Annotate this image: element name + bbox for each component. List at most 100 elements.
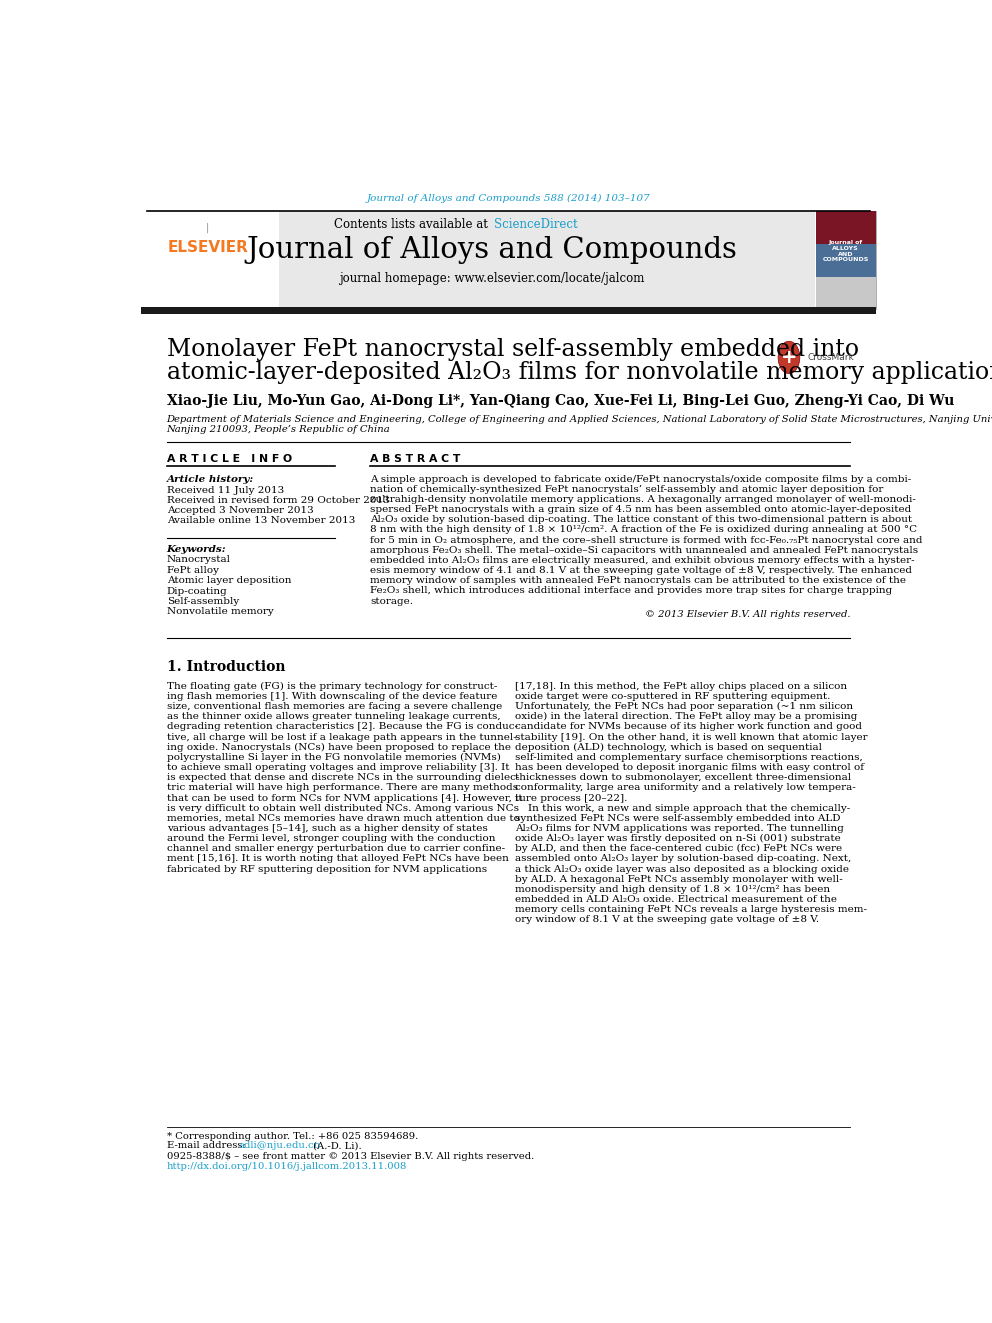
Text: monodispersity and high density of 1.8 × 10¹²/cm² has been: monodispersity and high density of 1.8 ×… — [516, 885, 830, 894]
Text: Journal of Alloys and Compounds 588 (2014) 103–107: Journal of Alloys and Compounds 588 (201… — [366, 194, 651, 204]
Text: polycrystalline Si layer in the FG nonvolatile memories (NVMs): polycrystalline Si layer in the FG nonvo… — [167, 753, 501, 762]
Text: Article history:: Article history: — [167, 475, 254, 484]
Text: memory window of samples with annealed FePt nanocrystals can be attributed to th: memory window of samples with annealed F… — [370, 577, 907, 585]
Bar — [816, 212, 876, 245]
Text: A R T I C L E   I N F O: A R T I C L E I N F O — [167, 454, 292, 464]
Text: conformality, large area uniformity and a relatively low tempera-: conformality, large area uniformity and … — [516, 783, 856, 792]
Text: channel and smaller energy perturbation due to carrier confine-: channel and smaller energy perturbation … — [167, 844, 505, 853]
Text: embedded in ALD Al₂O₃ oxide. Electrical measurement of the: embedded in ALD Al₂O₃ oxide. Electrical … — [516, 896, 837, 904]
Text: ture process [20–22].: ture process [20–22]. — [516, 794, 628, 803]
Text: memories, metal NCs memories have drawn much attention due to: memories, metal NCs memories have drawn … — [167, 814, 520, 823]
Text: http://dx.doi.org/10.1016/j.jallcom.2013.11.008: http://dx.doi.org/10.1016/j.jallcom.2013… — [167, 1162, 407, 1171]
Text: has been developed to deposit inorganic films with easy control of: has been developed to deposit inorganic … — [516, 763, 864, 773]
Text: A B S T R A C T: A B S T R A C T — [370, 454, 461, 464]
Text: In this work, a new and simple approach that the chemically-: In this work, a new and simple approach … — [516, 803, 850, 812]
Text: for 5 min in O₂ atmosphere, and the core–shell structure is formed with fcc-Fe₀.: for 5 min in O₂ atmosphere, and the core… — [370, 536, 923, 545]
Bar — [141, 307, 876, 315]
Text: Nanjing 210093, People’s Republic of China: Nanjing 210093, People’s Republic of Chi… — [167, 425, 391, 434]
Bar — [141, 212, 815, 308]
Bar — [816, 245, 876, 277]
Text: zultrahigh-density nonvolatile memory applications. A hexagonally arranged monol: zultrahigh-density nonvolatile memory ap… — [370, 495, 917, 504]
Text: Available online 13 November 2013: Available online 13 November 2013 — [167, 516, 355, 525]
Text: by ALD, and then the face-centered cubic (fcc) FePt NCs were: by ALD, and then the face-centered cubic… — [516, 844, 842, 853]
Bar — [816, 212, 876, 308]
Text: to achieve small operating voltages and improve reliability [3]. It: to achieve small operating voltages and … — [167, 763, 509, 773]
Text: oxide) in the lateral direction. The FePt alloy may be a promising: oxide) in the lateral direction. The FeP… — [516, 712, 858, 721]
Text: is expected that dense and discrete NCs in the surrounding dielec-: is expected that dense and discrete NCs … — [167, 773, 519, 782]
Text: Al₂O₃ oxide by solution-based dip-coating. The lattice constant of this two-dime: Al₂O₃ oxide by solution-based dip-coatin… — [370, 515, 913, 524]
Text: adli@nju.edu.cn: adli@nju.edu.cn — [239, 1142, 320, 1151]
Text: Unfortunately, the FePt NCs had poor separation (~1 nm silicon: Unfortunately, the FePt NCs had poor sep… — [516, 703, 853, 710]
Text: thicknesses down to submonolayer, excellent three-dimensional: thicknesses down to submonolayer, excell… — [516, 773, 851, 782]
Text: spersed FePt nanocrystals with a grain size of 4.5 nm has been assembled onto at: spersed FePt nanocrystals with a grain s… — [370, 505, 912, 515]
Text: Monolayer FePt nanocrystal self-assembly embedded into: Monolayer FePt nanocrystal self-assembly… — [167, 339, 859, 361]
Text: Journal of Alloys and Compounds: Journal of Alloys and Compounds — [247, 235, 738, 263]
Text: 8 nm with the high density of 1.8 × 10¹²/cm². A fraction of the Fe is oxidized d: 8 nm with the high density of 1.8 × 10¹²… — [370, 525, 918, 534]
Text: [17,18]. In this method, the FePt alloy chips placed on a silicon: [17,18]. In this method, the FePt alloy … — [516, 681, 847, 691]
Text: * Corresponding author. Tel.: +86 025 83594689.: * Corresponding author. Tel.: +86 025 83… — [167, 1132, 418, 1142]
Text: journal homepage: www.elsevier.com/locate/jalcom: journal homepage: www.elsevier.com/locat… — [339, 271, 645, 284]
Text: Self-assembly: Self-assembly — [167, 597, 239, 606]
Text: Xiao-Jie Liu, Mo-Yun Gao, Ai-Dong Li*, Yan-Qiang Cao, Xue-Fei Li, Bing-Lei Guo, : Xiao-Jie Liu, Mo-Yun Gao, Ai-Dong Li*, Y… — [167, 393, 954, 407]
Text: various advantages [5–14], such as a higher density of states: various advantages [5–14], such as a hig… — [167, 824, 487, 833]
Text: Journal of
ALLOYS
AND
COMPOUNDS: Journal of ALLOYS AND COMPOUNDS — [822, 239, 869, 262]
Text: storage.: storage. — [370, 597, 414, 606]
Text: Fe₂O₃ shell, which introduces additional interface and provides more trap sites : Fe₂O₃ shell, which introduces additional… — [370, 586, 893, 595]
Text: atomic-layer-deposited Al₂O₃ films for nonvolatile memory applications: atomic-layer-deposited Al₂O₃ films for n… — [167, 361, 992, 384]
Text: esis memory window of 4.1 and 8.1 V at the sweeping gate voltage of ±8 V, respec: esis memory window of 4.1 and 8.1 V at t… — [370, 566, 913, 576]
Text: 1. Introduction: 1. Introduction — [167, 660, 285, 673]
Text: Contents lists available at: Contents lists available at — [334, 218, 492, 230]
Text: Nanocrystal: Nanocrystal — [167, 556, 230, 565]
Text: Received 11 July 2013: Received 11 July 2013 — [167, 486, 284, 495]
Text: is very difficult to obtain well distributed NCs. Among various NCs: is very difficult to obtain well distrib… — [167, 803, 519, 812]
Text: deposition (ALD) technology, which is based on sequential: deposition (ALD) technology, which is ba… — [516, 742, 822, 751]
Text: degrading retention characteristics [2]. Because the FG is conduc-: degrading retention characteristics [2].… — [167, 722, 518, 732]
Text: nation of chemically-synthesized FePt nanocrystals’ self-assembly and atomic lay: nation of chemically-synthesized FePt na… — [370, 484, 884, 493]
Text: Dip-coating: Dip-coating — [167, 586, 227, 595]
Text: size, conventional flash memories are facing a severe challenge: size, conventional flash memories are fa… — [167, 703, 502, 710]
Text: tric material will have high performance. There are many methods: tric material will have high performance… — [167, 783, 518, 792]
Bar — [141, 212, 279, 308]
Text: ment [15,16]. It is worth noting that alloyed FePt NCs have been: ment [15,16]. It is worth noting that al… — [167, 855, 509, 864]
Text: embedded into Al₂O₃ films are electrically measured, and exhibit obvious memory : embedded into Al₂O₃ films are electrical… — [370, 556, 915, 565]
Text: synthesized FePt NCs were self-assembly embedded into ALD: synthesized FePt NCs were self-assembly … — [516, 814, 841, 823]
Text: E-mail address:: E-mail address: — [167, 1142, 249, 1151]
Text: ing oxide. Nanocrystals (NCs) have been proposed to replace the: ing oxide. Nanocrystals (NCs) have been … — [167, 742, 511, 751]
Text: candidate for NVMs because of its higher work function and good: candidate for NVMs because of its higher… — [516, 722, 862, 732]
Text: ing flash memories [1]. With downscaling of the device feature: ing flash memories [1]. With downscaling… — [167, 692, 497, 701]
Text: The floating gate (FG) is the primary technology for construct-: The floating gate (FG) is the primary te… — [167, 681, 497, 691]
Text: Keywords:: Keywords: — [167, 545, 226, 553]
Text: © 2013 Elsevier B.V. All rights reserved.: © 2013 Elsevier B.V. All rights reserved… — [645, 610, 850, 619]
Text: Department of Materials Science and Engineering, College of Engineering and Appl: Department of Materials Science and Engi… — [167, 414, 992, 423]
Ellipse shape — [778, 341, 800, 373]
Text: Atomic layer deposition: Atomic layer deposition — [167, 577, 291, 585]
Text: CrossMark: CrossMark — [807, 353, 854, 363]
Text: A simple approach is developed to fabricate oxide/FePt nanocrystals/oxide compos: A simple approach is developed to fabric… — [370, 475, 912, 484]
Text: that can be used to form NCs for NVM applications [4]. However, it: that can be used to form NCs for NVM app… — [167, 794, 522, 803]
Text: FePt alloy: FePt alloy — [167, 566, 218, 574]
Text: (A.-D. Li).: (A.-D. Li). — [310, 1142, 362, 1151]
Text: amorphous Fe₂O₃ shell. The metal–oxide–Si capacitors with unannealed and anneale: amorphous Fe₂O₃ shell. The metal–oxide–S… — [370, 545, 919, 554]
Text: ory window of 8.1 V at the sweeping gate voltage of ±8 V.: ory window of 8.1 V at the sweeping gate… — [516, 916, 819, 925]
Text: Received in revised form 29 October 2013: Received in revised form 29 October 2013 — [167, 496, 390, 505]
Text: memory cells containing FePt NCs reveals a large hysteresis mem-: memory cells containing FePt NCs reveals… — [516, 905, 867, 914]
Text: Nonvolatile memory: Nonvolatile memory — [167, 607, 274, 617]
Text: assembled onto Al₂O₃ layer by solution-based dip-coating. Next,: assembled onto Al₂O₃ layer by solution-b… — [516, 855, 851, 864]
Text: ELSEVIER: ELSEVIER — [168, 239, 248, 255]
Text: a thick Al₂O₃ oxide layer was also deposited as a blocking oxide: a thick Al₂O₃ oxide layer was also depos… — [516, 865, 849, 873]
Text: Accepted 3 November 2013: Accepted 3 November 2013 — [167, 507, 313, 515]
Text: around the Fermi level, stronger coupling with the conduction: around the Fermi level, stronger couplin… — [167, 835, 495, 843]
Text: 0925-8388/$ – see front matter © 2013 Elsevier B.V. All rights reserved.: 0925-8388/$ – see front matter © 2013 El… — [167, 1152, 534, 1162]
Text: stability [19]. On the other hand, it is well known that atomic layer: stability [19]. On the other hand, it is… — [516, 733, 868, 741]
Text: +: + — [781, 348, 798, 366]
Text: self-limited and complementary surface chemisorptions reactions,: self-limited and complementary surface c… — [516, 753, 863, 762]
Text: oxide target were co-sputtered in RF sputtering equipment.: oxide target were co-sputtered in RF spu… — [516, 692, 830, 701]
Text: oxide Al₂O₃ layer was firstly deposited on n-Si (001) substrate: oxide Al₂O₃ layer was firstly deposited … — [516, 833, 841, 843]
Text: as the thinner oxide allows greater tunneling leakage currents,: as the thinner oxide allows greater tunn… — [167, 712, 500, 721]
Bar — [816, 277, 876, 308]
Text: tive, all charge will be lost if a leakage path appears in the tunnel-: tive, all charge will be lost if a leaka… — [167, 733, 517, 741]
Text: ScienceDirect: ScienceDirect — [494, 218, 577, 230]
Text: Al₂O₃ films for NVM applications was reported. The tunnelling: Al₂O₃ films for NVM applications was rep… — [516, 824, 844, 833]
Text: by ALD. A hexagonal FePt NCs assembly monolayer with well-: by ALD. A hexagonal FePt NCs assembly mo… — [516, 875, 843, 884]
Text: fabricated by RF sputtering deposition for NVM applications: fabricated by RF sputtering deposition f… — [167, 865, 487, 873]
